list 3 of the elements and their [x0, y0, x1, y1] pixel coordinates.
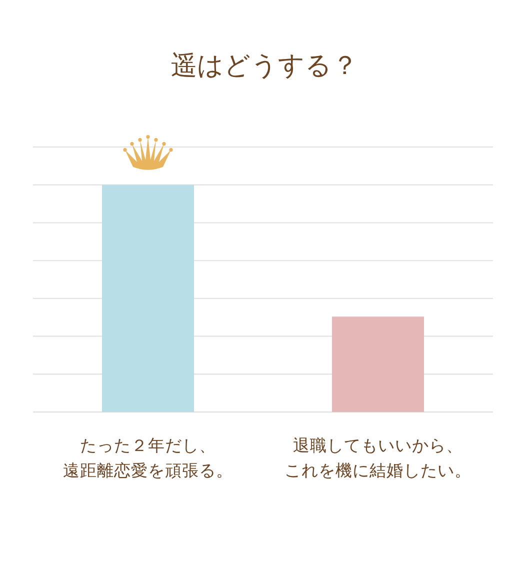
chart-title: 遥はどうする？	[171, 51, 358, 81]
x-tick-label: 退職してもいいから、これを機に結婚したい。	[284, 436, 472, 480]
x-tick-label: たった２年だし、遠距離恋愛を頑張る。	[63, 436, 233, 480]
